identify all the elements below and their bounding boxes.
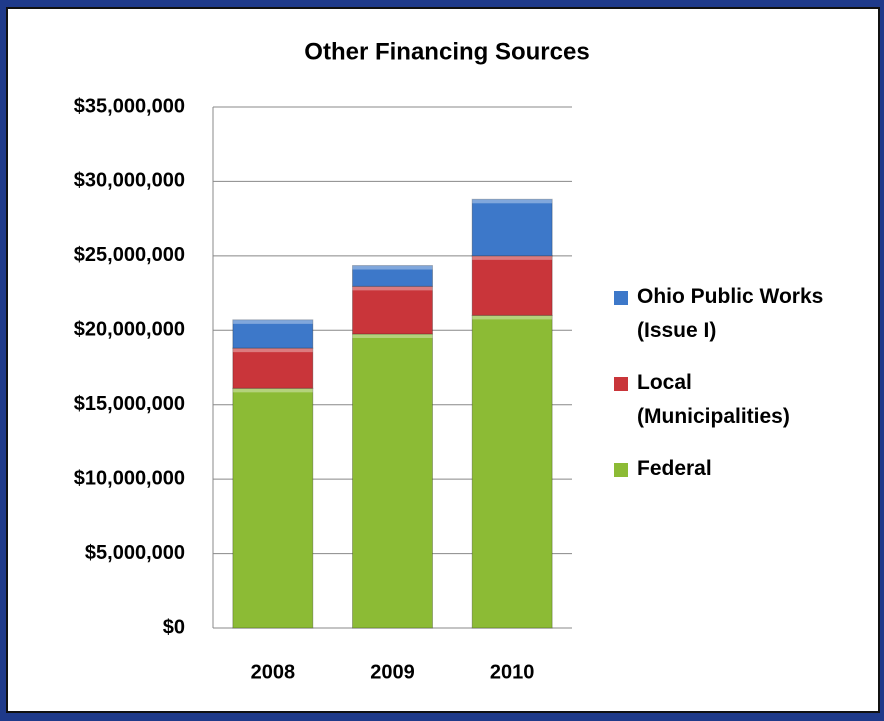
legend-swatch <box>614 291 628 305</box>
legend-entry: Local (Municipalities) <box>614 366 844 434</box>
legend-label: Local (Municipalities) <box>637 371 790 428</box>
bar-shine <box>472 255 553 260</box>
y-tick-label: $35,000,000 <box>74 95 185 117</box>
bar-segment <box>471 255 553 316</box>
legend-swatch <box>614 377 628 391</box>
bar-segment <box>352 265 433 287</box>
bar-segment <box>471 198 553 257</box>
chart-panel <box>6 7 880 713</box>
y-tick-label: $5,000,000 <box>85 542 185 564</box>
x-tick-label: 2008 <box>251 661 296 683</box>
legend-entry: Ohio Public Works (Issue I) <box>614 280 844 348</box>
bar-segment <box>232 387 314 629</box>
bar-shine <box>472 199 553 204</box>
bar-segment <box>232 347 314 389</box>
legend-entry: Federal <box>614 452 844 486</box>
y-tick-label: $25,000,000 <box>74 244 185 266</box>
bar-shine <box>232 319 313 324</box>
y-tick-label: $15,000,000 <box>74 393 185 415</box>
bar-segment <box>352 333 433 629</box>
bar-segment <box>232 319 314 349</box>
bar-shine <box>352 286 433 291</box>
x-tick-label: 2010 <box>490 661 535 683</box>
y-tick-label: $20,000,000 <box>74 319 185 341</box>
legend-label: Federal <box>637 457 712 480</box>
y-tick-label: $10,000,000 <box>74 467 185 489</box>
y-tick-label: $0 <box>163 616 185 638</box>
bar-shine <box>232 388 313 393</box>
x-tick-label: 2009 <box>370 661 415 683</box>
bar-shine <box>352 265 433 270</box>
y-tick-label: $30,000,000 <box>74 170 185 192</box>
bar-segment <box>352 285 433 335</box>
chart-title: Other Financing Sources <box>304 38 589 65</box>
legend-swatch <box>614 463 628 477</box>
legend-label: Ohio Public Works (Issue I) <box>637 285 824 342</box>
bar-shine <box>352 334 433 339</box>
bar-shine <box>472 315 553 320</box>
bar-segment <box>471 314 553 629</box>
bar-shine <box>232 348 313 353</box>
